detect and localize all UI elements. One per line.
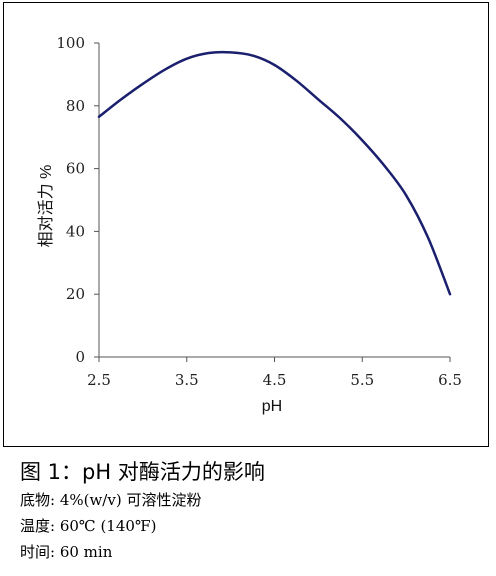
ph-activity-chart: 0 20 40 60 80 100 2.5 3.5 4.5 5.5 6.5 pH 相对活力 %	[37, 34, 462, 415]
caption-title: 图 1：pH 对酶活力的影响	[20, 460, 265, 484]
y-axis-title: 相对活力 %	[37, 165, 55, 248]
y-tick-label: 80	[66, 97, 85, 115]
y-tick-label: 100	[56, 34, 85, 52]
x-tick-label: 3.5	[175, 371, 199, 389]
x-tick-label: 5.5	[350, 371, 374, 389]
caption-time: 时间: 60 min	[20, 543, 113, 561]
x-tick-label: 4.5	[263, 371, 287, 389]
y-tick-label: 60	[66, 160, 85, 178]
caption-substrate: 底物: 4%(w/v) 可溶性淀粉	[20, 491, 202, 509]
y-tick-label: 0	[75, 348, 85, 366]
series-line-0	[97, 50, 452, 296]
chart-frame: 0 20 40 60 80 100 2.5 3.5 4.5 5.5 6.5 pH 相对活力 %	[3, 2, 489, 447]
x-axis-title: pH	[262, 398, 282, 415]
y-tick-label: 40	[66, 222, 85, 240]
x-tick-label: 2.5	[87, 371, 111, 389]
caption-temperature: 温度: 60℃ (140℉)	[20, 517, 157, 535]
figure-caption: 图 1：pH 对酶活力的影响 底物: 4%(w/v) 可溶性淀粉 温度: 60℃…	[20, 457, 490, 565]
x-tick-label: 6.5	[438, 371, 462, 389]
y-tick-label: 20	[66, 285, 85, 303]
